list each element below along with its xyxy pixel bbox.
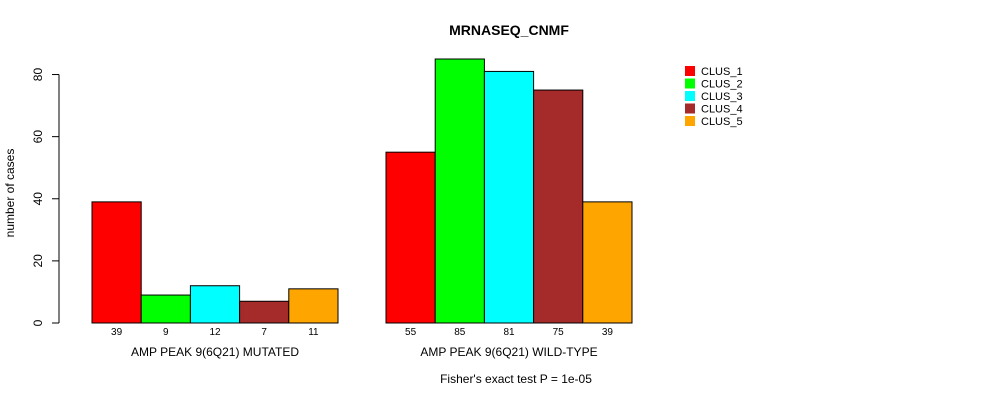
chart-title: MRNASEQ_CNMF	[449, 22, 569, 38]
bar-value-label: 11	[308, 327, 319, 338]
bar-value-label: 75	[553, 327, 565, 338]
bar-value-label: 7	[261, 327, 267, 338]
bar-value-label: 9	[163, 327, 169, 338]
bar-labels: 39 9 12 7 11 55 85 81 75 39	[111, 327, 613, 338]
bar-area	[91, 58, 633, 324]
bar-value-label: 39	[602, 327, 614, 338]
bar-mutated-clus_2	[140, 294, 191, 324]
bar-mutated-clus_3	[189, 285, 241, 324]
bar-mutated-clus_1	[91, 201, 142, 324]
legend-label-clus_1: CLUS_1	[701, 66, 743, 78]
fisher-test-footnote: Fisher's exact test P = 1e-05	[440, 372, 592, 386]
bar-value-label: 81	[503, 327, 515, 338]
y-tick-label: 80	[31, 68, 45, 82]
bar-value-label: 55	[405, 327, 417, 338]
y-tick-label: 20	[31, 254, 45, 268]
y-tick-label: 40	[31, 192, 45, 206]
legend-label-clus_2: CLUS_2	[701, 79, 743, 91]
legend-swatch-clus_1	[685, 66, 695, 76]
bar-wildtype-clus_2	[434, 58, 485, 324]
legend-swatch-clus_2	[685, 78, 695, 89]
legend-label-clus_4: CLUS_4	[701, 104, 743, 116]
group-label: AMP PEAK 9(6Q21) WILD-TYPE	[420, 345, 597, 359]
legend-swatch-clus_4	[685, 103, 695, 114]
legend-swatch-clus_5	[685, 116, 695, 126]
bar-wildtype-clus_3	[483, 70, 535, 324]
y-tick-label: 60	[31, 130, 45, 144]
bar-mutated-clus_5	[288, 288, 339, 324]
bar-value-label: 39	[111, 327, 123, 338]
legend-swatch-clus_3	[685, 91, 695, 101]
bar-value-label: 12	[209, 327, 221, 338]
bar-wildtype-clus_1	[385, 151, 436, 324]
y-axis: 0 20 40 60 80	[31, 68, 60, 326]
y-tick-label: 0	[31, 319, 45, 326]
legend-label-clus_3: CLUS_3	[701, 91, 743, 103]
legend-label-clus_5: CLUS_5	[701, 116, 743, 128]
group-labels: AMP PEAK 9(6Q21) MUTATED AMP PEAK 9(6Q21)…	[131, 345, 598, 359]
bar-wildtype-clus_5	[582, 201, 633, 324]
group-label: AMP PEAK 9(6Q21) MUTATED	[131, 345, 299, 359]
y-axis-label: number of cases	[3, 149, 17, 238]
bar-wildtype-clus_4	[533, 89, 584, 324]
bar-value-label: 85	[454, 327, 466, 338]
bar-mutated-clus_4	[239, 300, 290, 324]
